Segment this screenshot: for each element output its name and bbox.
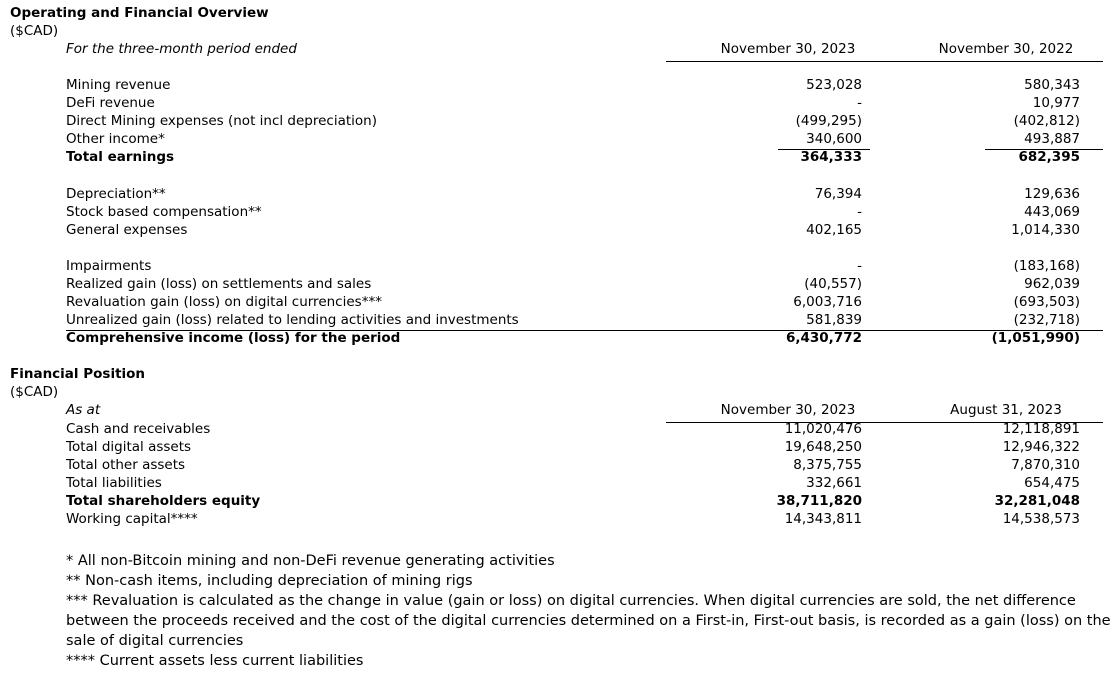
- footnote: ** Non-cash items, including depreciatio…: [66, 573, 473, 589]
- cell-value: 76,394: [814, 185, 862, 202]
- cell-value: 7,870,310: [1011, 457, 1080, 473]
- cell-value: -: [857, 203, 862, 220]
- unit-label: ($CAD): [10, 23, 59, 39]
- cell-value: 581,839: [806, 312, 862, 328]
- cell-value: 6,003,716: [793, 294, 862, 310]
- cell-value: 38,711,820: [776, 493, 862, 509]
- row-label: Unrealized gain (loss) related to lendin…: [66, 312, 519, 328]
- row-label: Mining revenue: [66, 77, 171, 93]
- cell-value: 364,333: [800, 149, 863, 165]
- cell-value: 10,977: [1032, 95, 1080, 111]
- row-label: Total liabilities: [66, 475, 162, 491]
- cell-value: 580,343: [1024, 77, 1080, 93]
- row-label: General expenses: [66, 221, 188, 238]
- cell-value: 11,020,476: [784, 421, 862, 437]
- cell-value: 12,118,891: [1002, 421, 1080, 437]
- column-header: November 30, 2023: [720, 41, 856, 57]
- row-label: Cash and receivables: [66, 421, 211, 437]
- rule: [666, 61, 1103, 62]
- rule: [666, 422, 1103, 423]
- header-label: As at: [66, 402, 101, 418]
- cell-value: 402,165: [806, 221, 862, 238]
- row-label: Other income*: [66, 131, 165, 147]
- header-label: For the three-month period ended: [66, 41, 297, 57]
- cell-value: 6,430,772: [785, 330, 862, 346]
- cell-value: 12,946,322: [1002, 439, 1080, 455]
- cell-value: (183,168): [1013, 258, 1080, 274]
- footnotes: * All non-Bitcoin mining and non-DeFi re…: [66, 551, 1111, 671]
- cell-value: 19,648,250: [784, 439, 862, 455]
- section-title: Financial Position: [10, 366, 146, 382]
- cell-value: (232,718): [1013, 312, 1080, 328]
- row-label: DeFi revenue: [66, 95, 155, 111]
- cell-value: (693,503): [1013, 294, 1080, 310]
- row-label: Stock based compensation**: [66, 203, 262, 220]
- section-title: Operating and Financial Overview: [10, 5, 269, 21]
- row-label: Total other assets: [66, 457, 186, 473]
- rule: [985, 149, 1103, 150]
- cell-value: 493,887: [1024, 131, 1080, 147]
- cell-value: 14,538,573: [1002, 511, 1080, 527]
- column-header: November 30, 2023: [720, 402, 856, 418]
- row-label: Revaluation gain (loss) on digital curre…: [66, 294, 382, 310]
- rule: [778, 149, 870, 150]
- row-label: Depreciation**: [66, 185, 166, 202]
- cell-value: 1,014,330: [1011, 221, 1080, 238]
- unit-label: ($CAD): [10, 384, 59, 400]
- rule: [66, 330, 1103, 331]
- cell-value: 129,636: [1024, 185, 1080, 202]
- cell-value: 523,028: [806, 77, 862, 93]
- cell-value: -: [857, 95, 862, 111]
- column-header: August 31, 2023: [950, 402, 1062, 418]
- cell-value: (402,812): [1013, 113, 1080, 129]
- row-label: Impairments: [66, 258, 152, 274]
- footnote: * All non-Bitcoin mining and non-DeFi re…: [66, 553, 555, 569]
- cell-value: 443,069: [1024, 203, 1080, 220]
- row-label: Total earnings: [66, 149, 175, 165]
- row-label: Working capital****: [66, 511, 198, 527]
- row-label: Comprehensive income (loss) for the peri…: [66, 330, 401, 346]
- cell-value: 14,343,811: [784, 511, 862, 527]
- cell-value: 682,395: [1018, 149, 1081, 165]
- row-label: Realized gain (loss) on settlements and …: [66, 276, 372, 292]
- cell-value: 340,600: [806, 131, 862, 147]
- cell-value: 962,039: [1024, 276, 1080, 292]
- cell-value: -: [857, 258, 862, 274]
- row-label: Direct Mining expenses (not incl depreci…: [66, 113, 378, 129]
- cell-value: 654,475: [1024, 475, 1080, 491]
- cell-value: (40,557): [804, 276, 862, 292]
- column-header: November 30, 2022: [938, 41, 1074, 57]
- footnote: **** Current assets less current liabili…: [66, 653, 364, 669]
- row-label: Total digital assets: [66, 439, 192, 455]
- cell-value: (499,295): [795, 113, 862, 129]
- footnote: *** Revaluation is calculated as the cha…: [66, 593, 1111, 649]
- cell-value: (1,051,990): [991, 330, 1080, 346]
- cell-value: 332,661: [806, 475, 862, 491]
- cell-value: 8,375,755: [793, 457, 862, 473]
- cell-value: 32,281,048: [994, 493, 1080, 509]
- row-label: Total shareholders equity: [66, 493, 261, 509]
